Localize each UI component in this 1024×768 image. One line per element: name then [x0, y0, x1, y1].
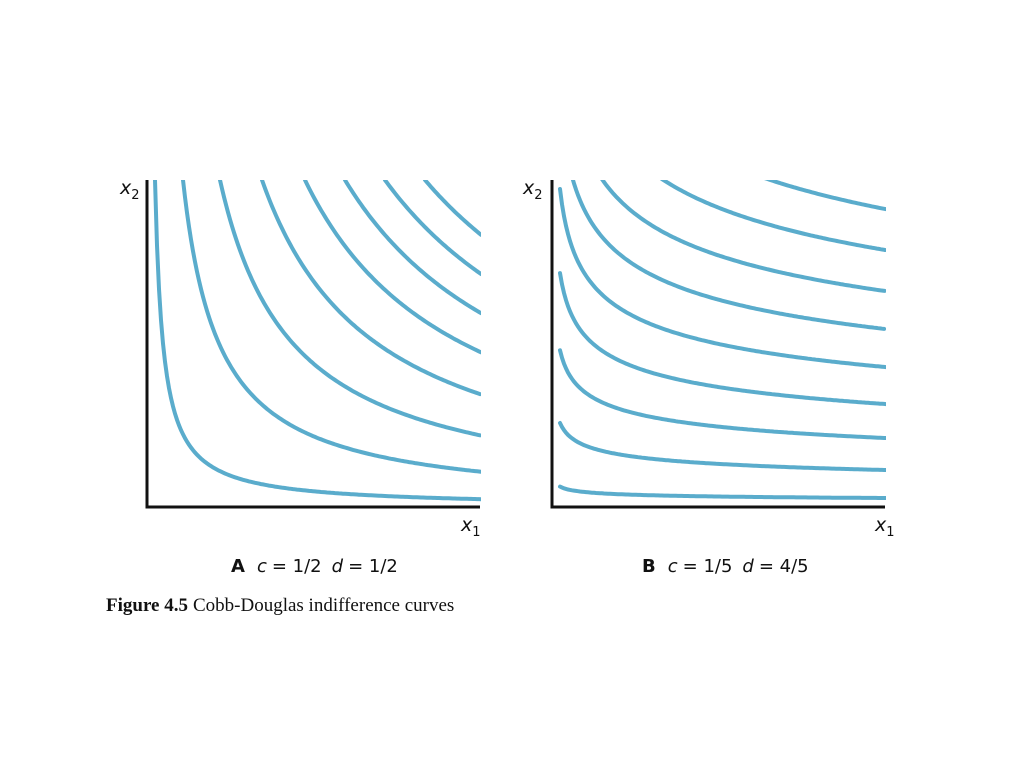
indifference-curves-a	[153, 180, 481, 502]
param-name: c	[668, 556, 678, 577]
param-value: = 1/2	[348, 556, 398, 577]
indifference-curve	[558, 271, 886, 407]
param-name: d	[742, 556, 754, 577]
indifference-curves-b	[558, 180, 886, 500]
label-base: x	[119, 177, 132, 199]
label-base: x	[522, 177, 535, 199]
indifference-curve	[181, 180, 481, 474]
indifference-curve	[303, 180, 481, 355]
indifference-curve	[558, 484, 886, 500]
figure-caption: Figure 4.5 Cobb-Douglas indifference curv…	[106, 595, 454, 616]
label-sub: 2	[534, 188, 542, 203]
x-axis-label: x1	[874, 514, 895, 540]
label-sub: 1	[886, 525, 894, 540]
indifference-curve	[260, 180, 481, 397]
indifference-curve	[423, 180, 481, 237]
indifference-curve	[659, 180, 886, 252]
indifference-curve	[764, 180, 886, 212]
indifference-curve	[570, 180, 886, 331]
param-value: = 1/5	[683, 556, 733, 577]
indifference-curve	[558, 348, 886, 440]
figure-number: Figure 4.5	[106, 595, 188, 616]
y-axis-label: x2	[119, 177, 140, 203]
panel-letter: B	[642, 556, 656, 577]
label-base: x	[874, 514, 887, 536]
x-axis-label: x1	[460, 514, 481, 540]
indifference-curve	[153, 180, 481, 502]
indifference-curve	[383, 180, 481, 276]
param-name: c	[257, 556, 267, 577]
y-axis-label: x2	[522, 177, 543, 203]
param-value: = 1/2	[272, 556, 322, 577]
label-base: x	[460, 514, 473, 536]
param-value: = 4/5	[759, 556, 809, 577]
indifference-curve	[343, 180, 481, 316]
figure-caption-text: Cobb-Douglas indifference curves	[193, 595, 454, 616]
indifference-curve	[558, 187, 886, 370]
axes-b	[550, 180, 885, 509]
indifference-curve	[558, 421, 886, 472]
param-name: d	[332, 556, 344, 577]
label-sub: 2	[131, 188, 139, 203]
axes-a	[145, 180, 480, 509]
label-sub: 1	[472, 525, 480, 540]
indifference-curve	[600, 180, 886, 293]
panel-letter: A	[231, 556, 245, 577]
indifference-curve	[218, 180, 481, 438]
